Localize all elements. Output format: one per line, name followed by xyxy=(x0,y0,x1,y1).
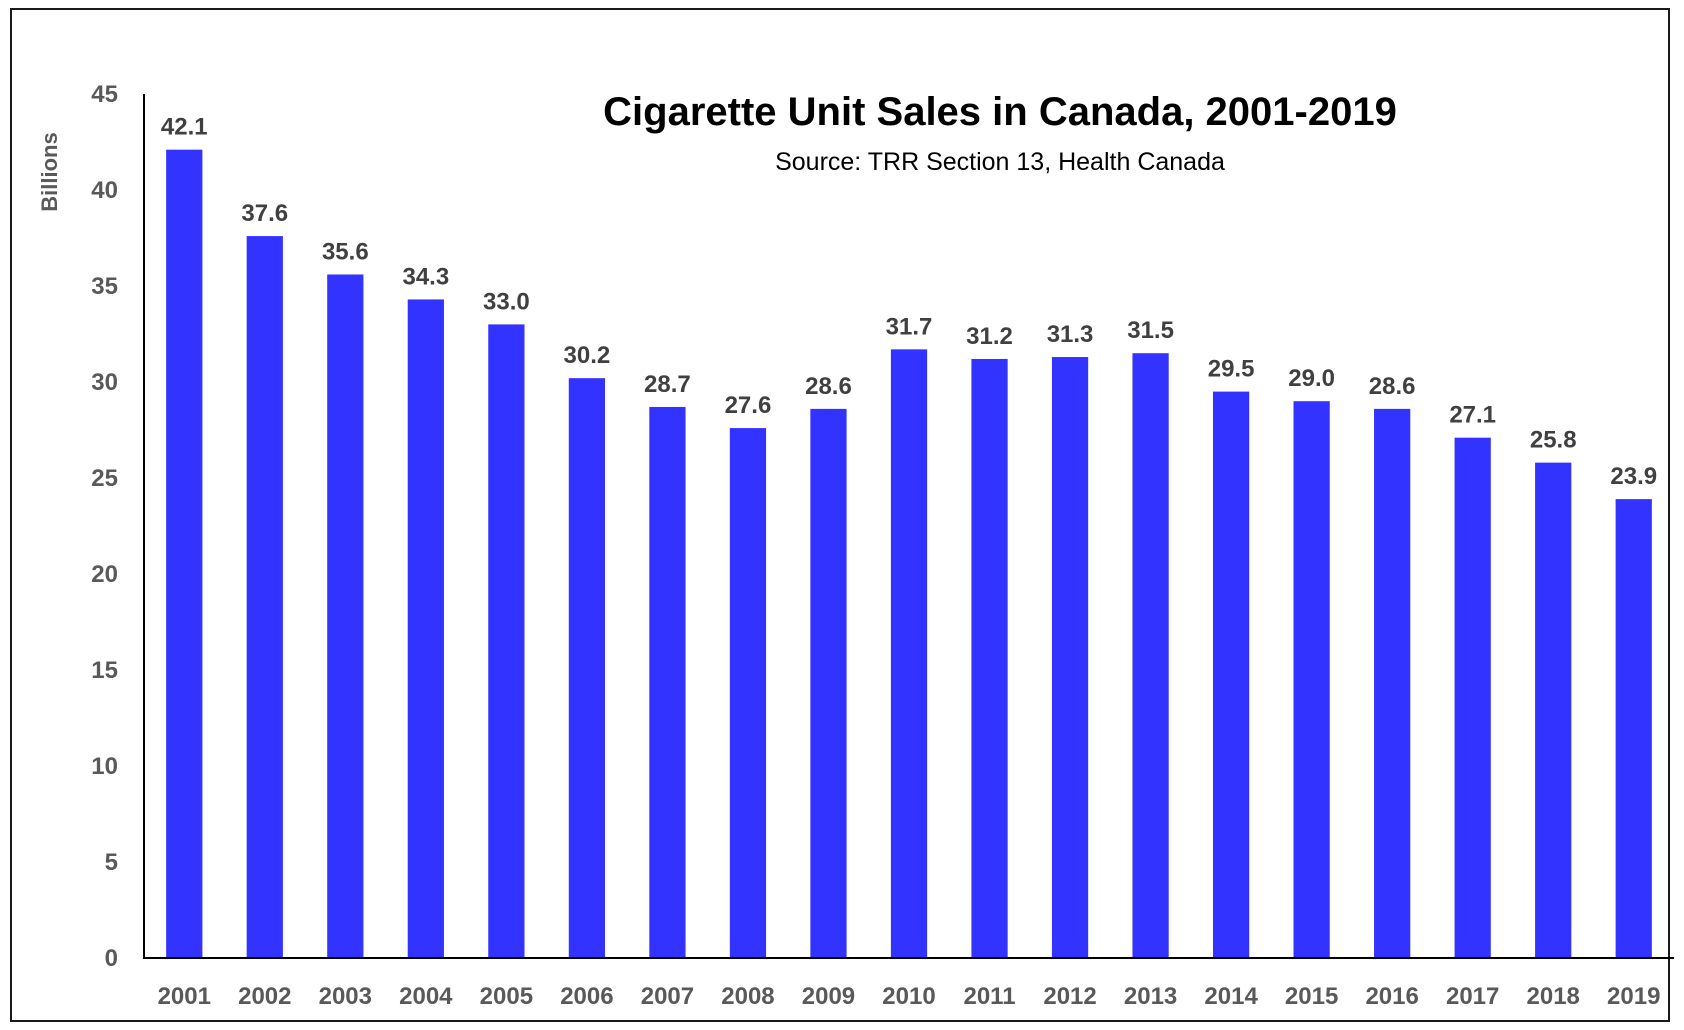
bar-2011 xyxy=(971,358,1008,959)
x-tick-label-2009: 2009 xyxy=(802,983,855,1010)
bar-2010 xyxy=(890,349,928,958)
chart-title: Cigarette Unit Sales in Canada, 2001-201… xyxy=(603,90,1397,134)
data-label-2017: 27.1 xyxy=(1449,402,1496,429)
data-label-2014: 29.5 xyxy=(1208,356,1255,383)
bar-2012 xyxy=(1051,357,1089,958)
data-label-2016: 28.6 xyxy=(1369,373,1416,400)
bar-2009 xyxy=(810,408,847,958)
chart-subtitle: Source: TRR Section 13, Health Canada xyxy=(775,148,1225,176)
data-label-2009: 28.6 xyxy=(805,373,852,400)
y-tick-label: 40 xyxy=(91,177,118,204)
data-label-2005: 33.0 xyxy=(483,288,530,315)
data-labels: 42.1 37.6 35.6 34.3 33.0 30.2 28.7 27.6 28.6 31.7… xyxy=(161,114,1657,490)
y-axis-label: Billions xyxy=(37,132,62,211)
data-label-2003: 35.6 xyxy=(322,238,369,265)
x-tick-label-2015: 2015 xyxy=(1285,983,1338,1010)
bar-2014 xyxy=(1212,391,1250,959)
bar-2008 xyxy=(729,428,767,959)
x-tick-label-2011: 2011 xyxy=(963,983,1015,1010)
x-tick-label-2017: 2017 xyxy=(1446,983,1499,1010)
y-tick-label: 0 xyxy=(105,945,118,972)
bar-2006 xyxy=(568,378,606,958)
bar-2016 xyxy=(1374,408,1411,958)
y-tick-label: 30 xyxy=(91,369,118,396)
data-label-2018: 25.8 xyxy=(1530,427,1577,454)
y-axis-ticks: 0 5 10 15 20 25 30 35 40 45 xyxy=(91,81,118,972)
bar-2001 xyxy=(166,149,203,958)
y-tick-label: 35 xyxy=(91,273,118,300)
bar-2017 xyxy=(1454,437,1491,958)
data-label-2015: 29.0 xyxy=(1288,365,1335,392)
data-label-2004: 34.3 xyxy=(402,263,449,290)
data-label-2006: 30.2 xyxy=(564,342,611,369)
x-tick-label-2010: 2010 xyxy=(882,983,935,1010)
x-tick-label-2018: 2018 xyxy=(1527,983,1580,1010)
x-tick-label-2007: 2007 xyxy=(641,983,694,1010)
y-tick-label: 10 xyxy=(91,753,118,780)
y-tick-label: 45 xyxy=(91,81,118,108)
data-label-2002: 37.6 xyxy=(241,200,288,227)
x-tick-label-2008: 2008 xyxy=(721,983,774,1010)
data-label-2013: 31.5 xyxy=(1127,317,1174,344)
y-tick-label: 25 xyxy=(91,465,118,492)
data-label-2001: 42.1 xyxy=(161,114,208,141)
x-tick-label-2013: 2013 xyxy=(1124,983,1177,1010)
bar-2004 xyxy=(407,299,444,958)
x-tick-label-2016: 2016 xyxy=(1365,983,1418,1010)
x-tick-label-2012: 2012 xyxy=(1043,983,1096,1010)
data-label-2010: 31.7 xyxy=(886,313,933,340)
data-label-2011: 31.2 xyxy=(966,323,1013,350)
data-label-2008: 27.6 xyxy=(725,392,772,419)
bar-2013 xyxy=(1132,353,1169,958)
bar-2003 xyxy=(327,274,364,959)
data-label-2012: 31.3 xyxy=(1047,321,1094,348)
x-tick-label-2005: 2005 xyxy=(480,983,533,1010)
x-tick-label-2014: 2014 xyxy=(1204,983,1258,1010)
bar-2005 xyxy=(488,324,525,958)
bar-2015 xyxy=(1293,401,1330,958)
y-tick-label: 20 xyxy=(91,561,118,588)
bar-2018 xyxy=(1535,462,1572,958)
x-tick-label-2006: 2006 xyxy=(560,983,613,1010)
bar-2007 xyxy=(649,406,686,959)
y-tick-label: 15 xyxy=(91,657,118,684)
x-tick-label-2019: 2019 xyxy=(1607,983,1660,1010)
x-tick-label-2002: 2002 xyxy=(238,983,291,1010)
bar-2002 xyxy=(246,236,283,958)
x-tick-label-2001: 2001 xyxy=(158,983,211,1010)
x-axis-ticks: 2001 2002 2003 2004 2005 2006 2007 2008 2009 2010… xyxy=(158,983,1661,1010)
y-tick-label: 5 xyxy=(105,849,118,876)
x-tick-label-2004: 2004 xyxy=(399,983,453,1010)
data-label-2019: 23.9 xyxy=(1610,463,1657,490)
bar-2019 xyxy=(1615,499,1652,958)
data-label-2007: 28.7 xyxy=(644,371,691,398)
bars xyxy=(166,149,1652,959)
x-tick-label-2003: 2003 xyxy=(319,983,372,1010)
